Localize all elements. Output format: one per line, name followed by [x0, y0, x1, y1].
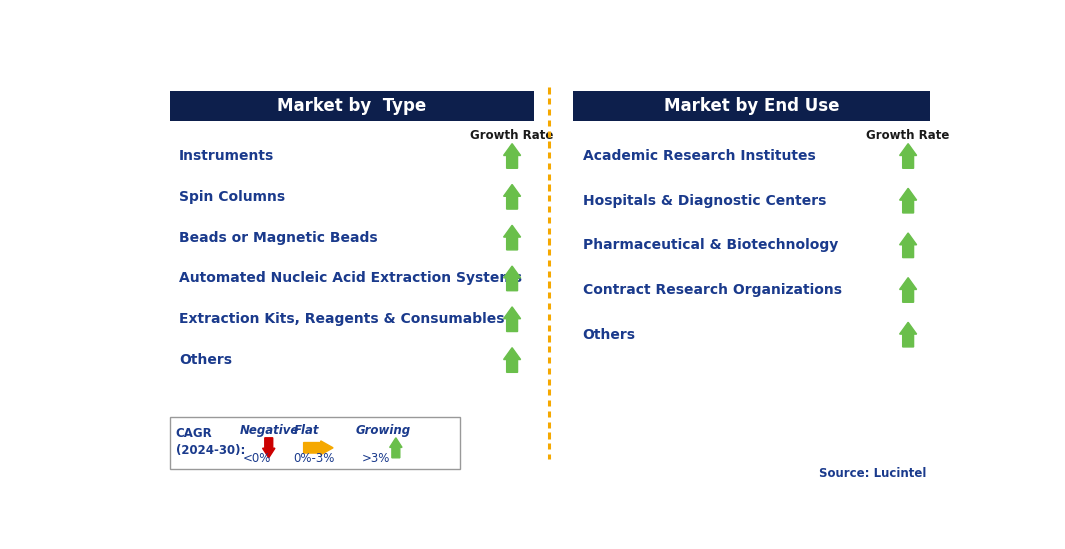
- Text: Instruments: Instruments: [179, 149, 274, 163]
- Polygon shape: [504, 266, 521, 291]
- Text: Pharmaceutical & Biotechnology: Pharmaceutical & Biotechnology: [583, 238, 838, 253]
- FancyBboxPatch shape: [573, 91, 930, 121]
- Text: Source: Lucintel: Source: Lucintel: [819, 468, 925, 480]
- Polygon shape: [390, 438, 403, 458]
- Text: <0%: <0%: [243, 452, 272, 465]
- Text: 0%-3%: 0%-3%: [294, 452, 334, 465]
- Text: Automated Nucleic Acid Extraction Systems: Automated Nucleic Acid Extraction System…: [179, 271, 522, 285]
- Polygon shape: [900, 278, 917, 302]
- Text: Growth Rate: Growth Rate: [867, 128, 950, 142]
- Text: Extraction Kits, Reagents & Consumables: Extraction Kits, Reagents & Consumables: [179, 312, 505, 326]
- FancyBboxPatch shape: [169, 417, 460, 469]
- Polygon shape: [504, 225, 521, 250]
- Polygon shape: [504, 184, 521, 209]
- Text: Hospitals & Diagnostic Centers: Hospitals & Diagnostic Centers: [583, 194, 826, 208]
- Text: CAGR: CAGR: [176, 428, 213, 440]
- Polygon shape: [900, 233, 917, 257]
- Polygon shape: [900, 188, 917, 213]
- Polygon shape: [304, 441, 333, 455]
- FancyBboxPatch shape: [169, 91, 534, 121]
- Text: Beads or Magnetic Beads: Beads or Magnetic Beads: [179, 231, 377, 245]
- Text: Spin Columns: Spin Columns: [179, 190, 285, 204]
- Text: (2024-30):: (2024-30):: [176, 444, 245, 457]
- Text: >3%: >3%: [362, 452, 390, 465]
- Text: Flat: Flat: [294, 424, 319, 438]
- Text: Market by End Use: Market by End Use: [663, 97, 839, 115]
- Polygon shape: [900, 322, 917, 347]
- Text: Market by  Type: Market by Type: [277, 97, 426, 115]
- Polygon shape: [504, 144, 521, 169]
- Polygon shape: [504, 348, 521, 372]
- Polygon shape: [900, 144, 917, 169]
- Polygon shape: [263, 438, 275, 458]
- Text: Academic Research Institutes: Academic Research Institutes: [583, 149, 816, 163]
- Polygon shape: [504, 307, 521, 332]
- Text: Growing: Growing: [356, 424, 411, 438]
- Text: Negative: Negative: [240, 424, 298, 438]
- Text: Contract Research Organizations: Contract Research Organizations: [583, 283, 841, 297]
- Text: Growth Rate: Growth Rate: [471, 128, 554, 142]
- Text: Others: Others: [179, 353, 232, 367]
- Text: Others: Others: [583, 328, 636, 341]
